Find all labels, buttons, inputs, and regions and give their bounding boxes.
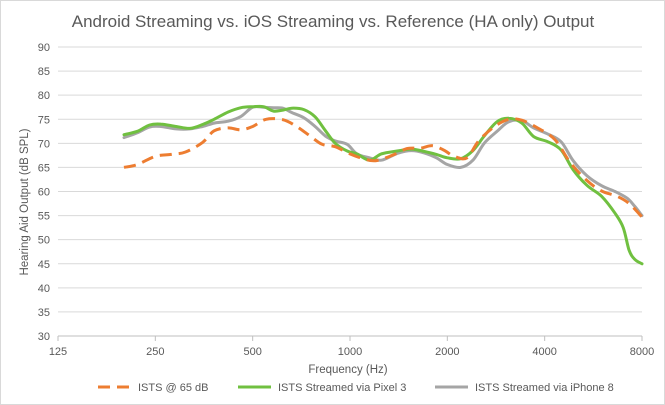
legend: ISTS @ 65 dB ISTS Streamed via Pixel 3 IST… (98, 382, 614, 394)
y-tick-label: 65 (38, 162, 50, 174)
x-tick-label: 250 (146, 346, 164, 358)
y-tick-label: 40 (38, 283, 50, 295)
y-tick-label: 55 (38, 211, 50, 223)
x-tick-label: 8000 (630, 346, 654, 358)
x-tick-label: 2000 (435, 346, 459, 358)
y-tick-label: 35 (38, 307, 50, 319)
y-tick-label: 45 (38, 259, 50, 271)
series-line-2 (122, 105, 644, 218)
legend-label-2: ISTS Streamed via iPhone 8 (475, 382, 614, 394)
chart-title: Android Streaming vs. iOS Streaming vs. … (72, 12, 595, 31)
y-tick-label: 60 (38, 187, 50, 199)
series-line-0 (123, 117, 644, 219)
y-tick-label: 85 (38, 66, 50, 78)
x-axis-label: Frequency (Hz) (308, 364, 387, 376)
x-tick-label: 4000 (532, 346, 556, 358)
gridlines (58, 46, 642, 313)
y-tick-label: 70 (38, 138, 50, 150)
y-tick-label: 75 (38, 114, 50, 126)
x-tick-label: 125 (49, 346, 67, 358)
y-tick-label: 30 (38, 331, 50, 343)
x-tick-label: 1000 (338, 346, 362, 358)
axes: 30 35 40 45 50 55 60 65 70 75 80 85 90 125 250 500 1000 2… (38, 42, 654, 358)
legend-label-1: ISTS Streamed via Pixel 3 (278, 382, 406, 394)
x-tick-label: 500 (243, 346, 261, 358)
y-axis-label: Hearing Aid Output (dB SPL) (19, 128, 31, 275)
legend-label-0: ISTS @ 65 dB (138, 382, 208, 394)
y-tick-label: 50 (38, 235, 50, 247)
y-tick-label: 90 (38, 42, 50, 54)
y-tick-label: 80 (38, 90, 50, 102)
series-lines (122, 104, 644, 266)
series-line-1 (122, 104, 644, 266)
